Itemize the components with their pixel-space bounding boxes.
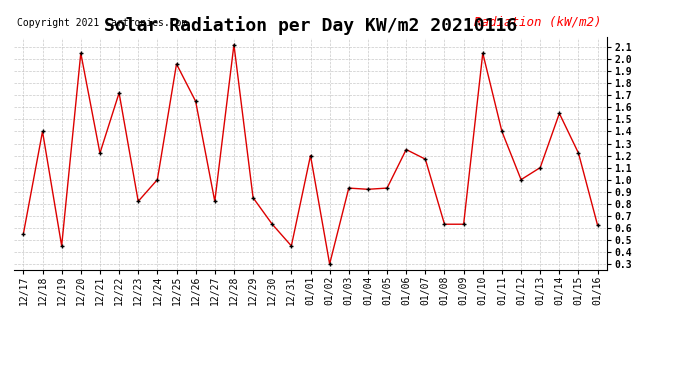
Point	[362, 186, 373, 192]
Point	[554, 110, 565, 116]
Point	[152, 177, 163, 183]
Title: Solar Radiation per Day KW/m2 20210116: Solar Radiation per Day KW/m2 20210116	[104, 16, 517, 34]
Point	[114, 90, 125, 96]
Point	[95, 150, 106, 156]
Text: Copyright 2021 Cartronics.com: Copyright 2021 Cartronics.com	[17, 18, 187, 28]
Point	[267, 221, 278, 227]
Point	[515, 177, 526, 183]
Point	[401, 147, 412, 153]
Point	[248, 195, 259, 201]
Point	[190, 98, 201, 104]
Point	[228, 42, 239, 48]
Point	[573, 150, 584, 156]
Point	[496, 129, 507, 135]
Point	[458, 221, 469, 227]
Point	[132, 198, 144, 204]
Point	[420, 156, 431, 162]
Point	[209, 198, 220, 204]
Point	[439, 221, 450, 227]
Point	[592, 222, 603, 228]
Point	[535, 165, 546, 171]
Text: Radiation (kW/m2): Radiation (kW/m2)	[474, 15, 601, 28]
Point	[286, 243, 297, 249]
Point	[56, 243, 67, 249]
Point	[382, 185, 393, 191]
Point	[343, 185, 354, 191]
Point	[18, 231, 29, 237]
Point	[477, 50, 489, 56]
Point	[324, 261, 335, 267]
Point	[171, 61, 182, 67]
Point	[305, 153, 316, 159]
Point	[75, 50, 86, 56]
Point	[37, 129, 48, 135]
